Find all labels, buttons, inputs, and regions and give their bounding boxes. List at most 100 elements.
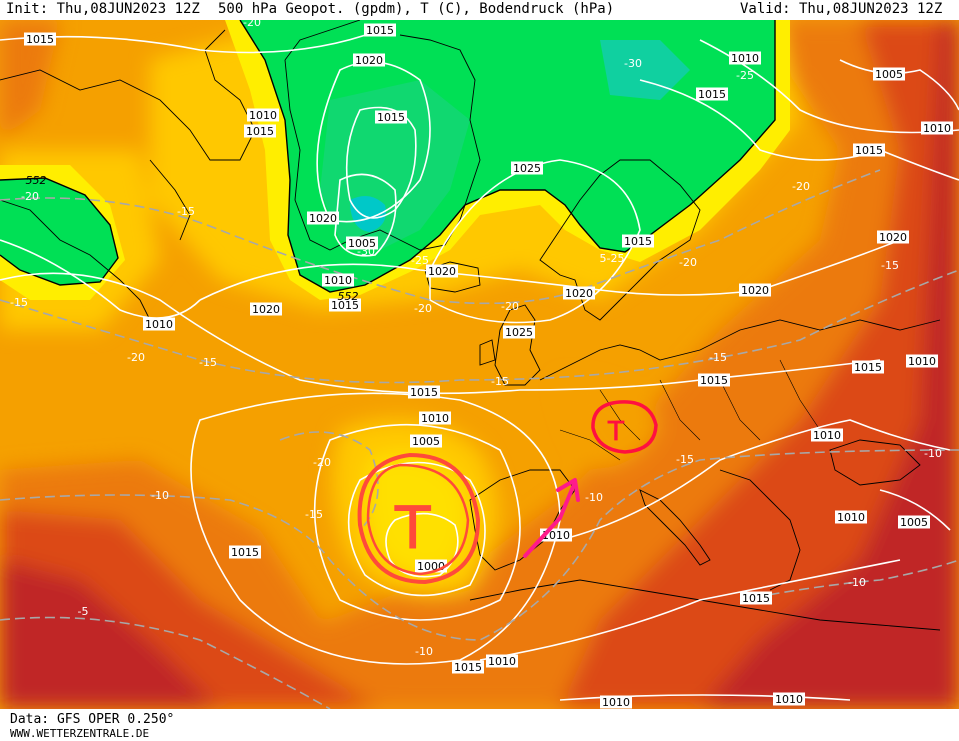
temperature-label-text: -15 bbox=[491, 375, 509, 388]
isobar-label: 1015 bbox=[852, 360, 884, 374]
isobar-1010-east bbox=[559, 419, 951, 541]
temperature-labels: -20 -30 -25 -20 -15 -30 -25 5-25 -20 -20 -15 -20 -20… bbox=[10, 20, 942, 658]
isobar-label: 1010 bbox=[486, 654, 518, 668]
temperature-label-text: -20 bbox=[313, 456, 331, 469]
isobar-label-text: 1010 bbox=[602, 696, 630, 709]
temperature-label: -15 bbox=[676, 453, 694, 466]
temperature-label: -20 bbox=[313, 456, 331, 469]
geopotential-label: 552 bbox=[26, 174, 47, 187]
isotherm-minus20-north bbox=[0, 169, 881, 305]
temperature-label: -15 bbox=[491, 375, 509, 388]
field-green-west bbox=[0, 178, 118, 285]
temperature-label: -15 bbox=[177, 205, 195, 218]
isobar-label: 1020 bbox=[353, 53, 385, 67]
temperature-label: -20 bbox=[243, 20, 261, 29]
temperature-label-text: -20 bbox=[679, 256, 697, 269]
isobar-label-text: 1025 bbox=[513, 162, 541, 175]
temperature-label: -20 bbox=[21, 190, 39, 203]
isobar-label-text: 1010 bbox=[731, 52, 759, 65]
isobar-label-text: 1005 bbox=[412, 435, 440, 448]
annotation-circle-west-inner bbox=[366, 463, 470, 576]
temperature-label: -15 bbox=[10, 296, 28, 309]
temperature-label: -5 bbox=[78, 605, 89, 618]
isobar-label-box bbox=[835, 510, 867, 524]
temperature-label-text: -15 bbox=[199, 356, 217, 369]
field-red-east bbox=[560, 20, 959, 709]
isobar-label-box bbox=[419, 411, 451, 425]
isobar-label-text: 1020 bbox=[428, 265, 456, 278]
field-cyan-core-2 bbox=[600, 40, 690, 100]
isobar-label-box bbox=[247, 108, 279, 122]
isobar-label-text: 1015 bbox=[854, 361, 882, 374]
isobar-label: 1010 bbox=[322, 273, 354, 287]
isobar-1015-north bbox=[0, 29, 381, 54]
geopotential-label-text: 552 bbox=[26, 174, 47, 187]
isobar-label-box bbox=[244, 124, 276, 138]
isobar-1015-south bbox=[479, 559, 901, 661]
isobar-label: 1010 bbox=[600, 695, 632, 709]
isobar-label-box bbox=[408, 385, 440, 399]
header-bar: Init: Thu,08JUN2023 12Z 500 hPa Geopot. … bbox=[0, 0, 959, 20]
isobar-label-box bbox=[563, 286, 595, 300]
isobar-label: 1010 bbox=[921, 121, 953, 135]
valid-time: Valid: Thu,08JUN2023 12Z bbox=[740, 1, 943, 17]
isobar-label-box bbox=[329, 298, 361, 312]
temperature-label: -15 bbox=[305, 508, 323, 521]
annotation-circle-west bbox=[357, 452, 481, 585]
isobar-label-box bbox=[229, 545, 261, 559]
isobar-1025-high bbox=[429, 159, 641, 324]
isobar-label-text: 1015 bbox=[700, 374, 728, 387]
europe-coast bbox=[539, 319, 941, 381]
temperature-label-text: -25 bbox=[411, 254, 429, 267]
balkans-coast bbox=[719, 469, 801, 591]
isobar-label: 1010 bbox=[906, 354, 938, 368]
temperature-label-text: -10 bbox=[848, 576, 866, 589]
isotherm-minus10-southeast bbox=[739, 559, 959, 601]
temperature-label: -20 bbox=[792, 180, 810, 193]
isobar-label-text: 1020 bbox=[252, 303, 280, 316]
isobar-label: 1020 bbox=[739, 283, 771, 297]
isobar-label-text: 1010 bbox=[813, 429, 841, 442]
isobar-label-box bbox=[250, 302, 282, 316]
isobar-label: 1015 bbox=[698, 373, 730, 387]
annotation-low-letter-west: T bbox=[394, 494, 431, 562]
country-borders bbox=[559, 359, 821, 461]
isobar-label: 1025 bbox=[511, 161, 543, 175]
field-red-atlantic-west bbox=[0, 20, 60, 140]
temperature-label-text: -10 bbox=[415, 645, 433, 658]
isobar-label-box bbox=[503, 325, 535, 339]
isobar-label-text: 1010 bbox=[249, 109, 277, 122]
isobar-label: 1020 bbox=[250, 302, 282, 316]
temperature-label: -20 bbox=[679, 256, 697, 269]
isobar-1005-northeast bbox=[839, 59, 959, 111]
temperature-label: -20 bbox=[501, 300, 519, 313]
temperature-label-text: -15 bbox=[177, 205, 195, 218]
isobar-label-text: 1020 bbox=[565, 287, 593, 300]
isobar-label: 1015 bbox=[408, 385, 440, 399]
temperature-label-text: -10 bbox=[151, 489, 169, 502]
isobar-1015-northeast bbox=[639, 79, 959, 181]
isobar-label-text: 1015 bbox=[231, 546, 259, 559]
isobar-label-box bbox=[322, 273, 354, 287]
isobar-label: 1005 bbox=[873, 67, 905, 81]
isotherm-minus15 bbox=[0, 269, 959, 384]
isobar-label: 1010 bbox=[773, 692, 805, 706]
isobar-label-box bbox=[906, 354, 938, 368]
isobar-label: 1015 bbox=[696, 87, 728, 101]
temperature-label-text: -15 bbox=[881, 259, 899, 272]
isobar-label-text: 1010 bbox=[908, 355, 936, 368]
isobar-label-box bbox=[410, 434, 442, 448]
isobar-label-box bbox=[852, 360, 884, 374]
isobar-label-box bbox=[452, 660, 484, 674]
isotherm-minus20-low bbox=[279, 431, 379, 531]
isobar-low-1000 bbox=[385, 512, 459, 578]
isobar-label-box bbox=[486, 654, 518, 668]
temperature-label-text: -25 bbox=[736, 69, 754, 82]
isobar-label: 1010 bbox=[835, 510, 867, 524]
temperature-label-text: -20 bbox=[21, 190, 39, 203]
isobar-label-text: 1015 bbox=[246, 125, 274, 138]
temperature-label: 5-25 bbox=[600, 252, 625, 265]
temperature-label-text: -15 bbox=[709, 351, 727, 364]
geopotential-label: 552 bbox=[338, 290, 359, 303]
isobar-label: 1015 bbox=[24, 32, 56, 46]
